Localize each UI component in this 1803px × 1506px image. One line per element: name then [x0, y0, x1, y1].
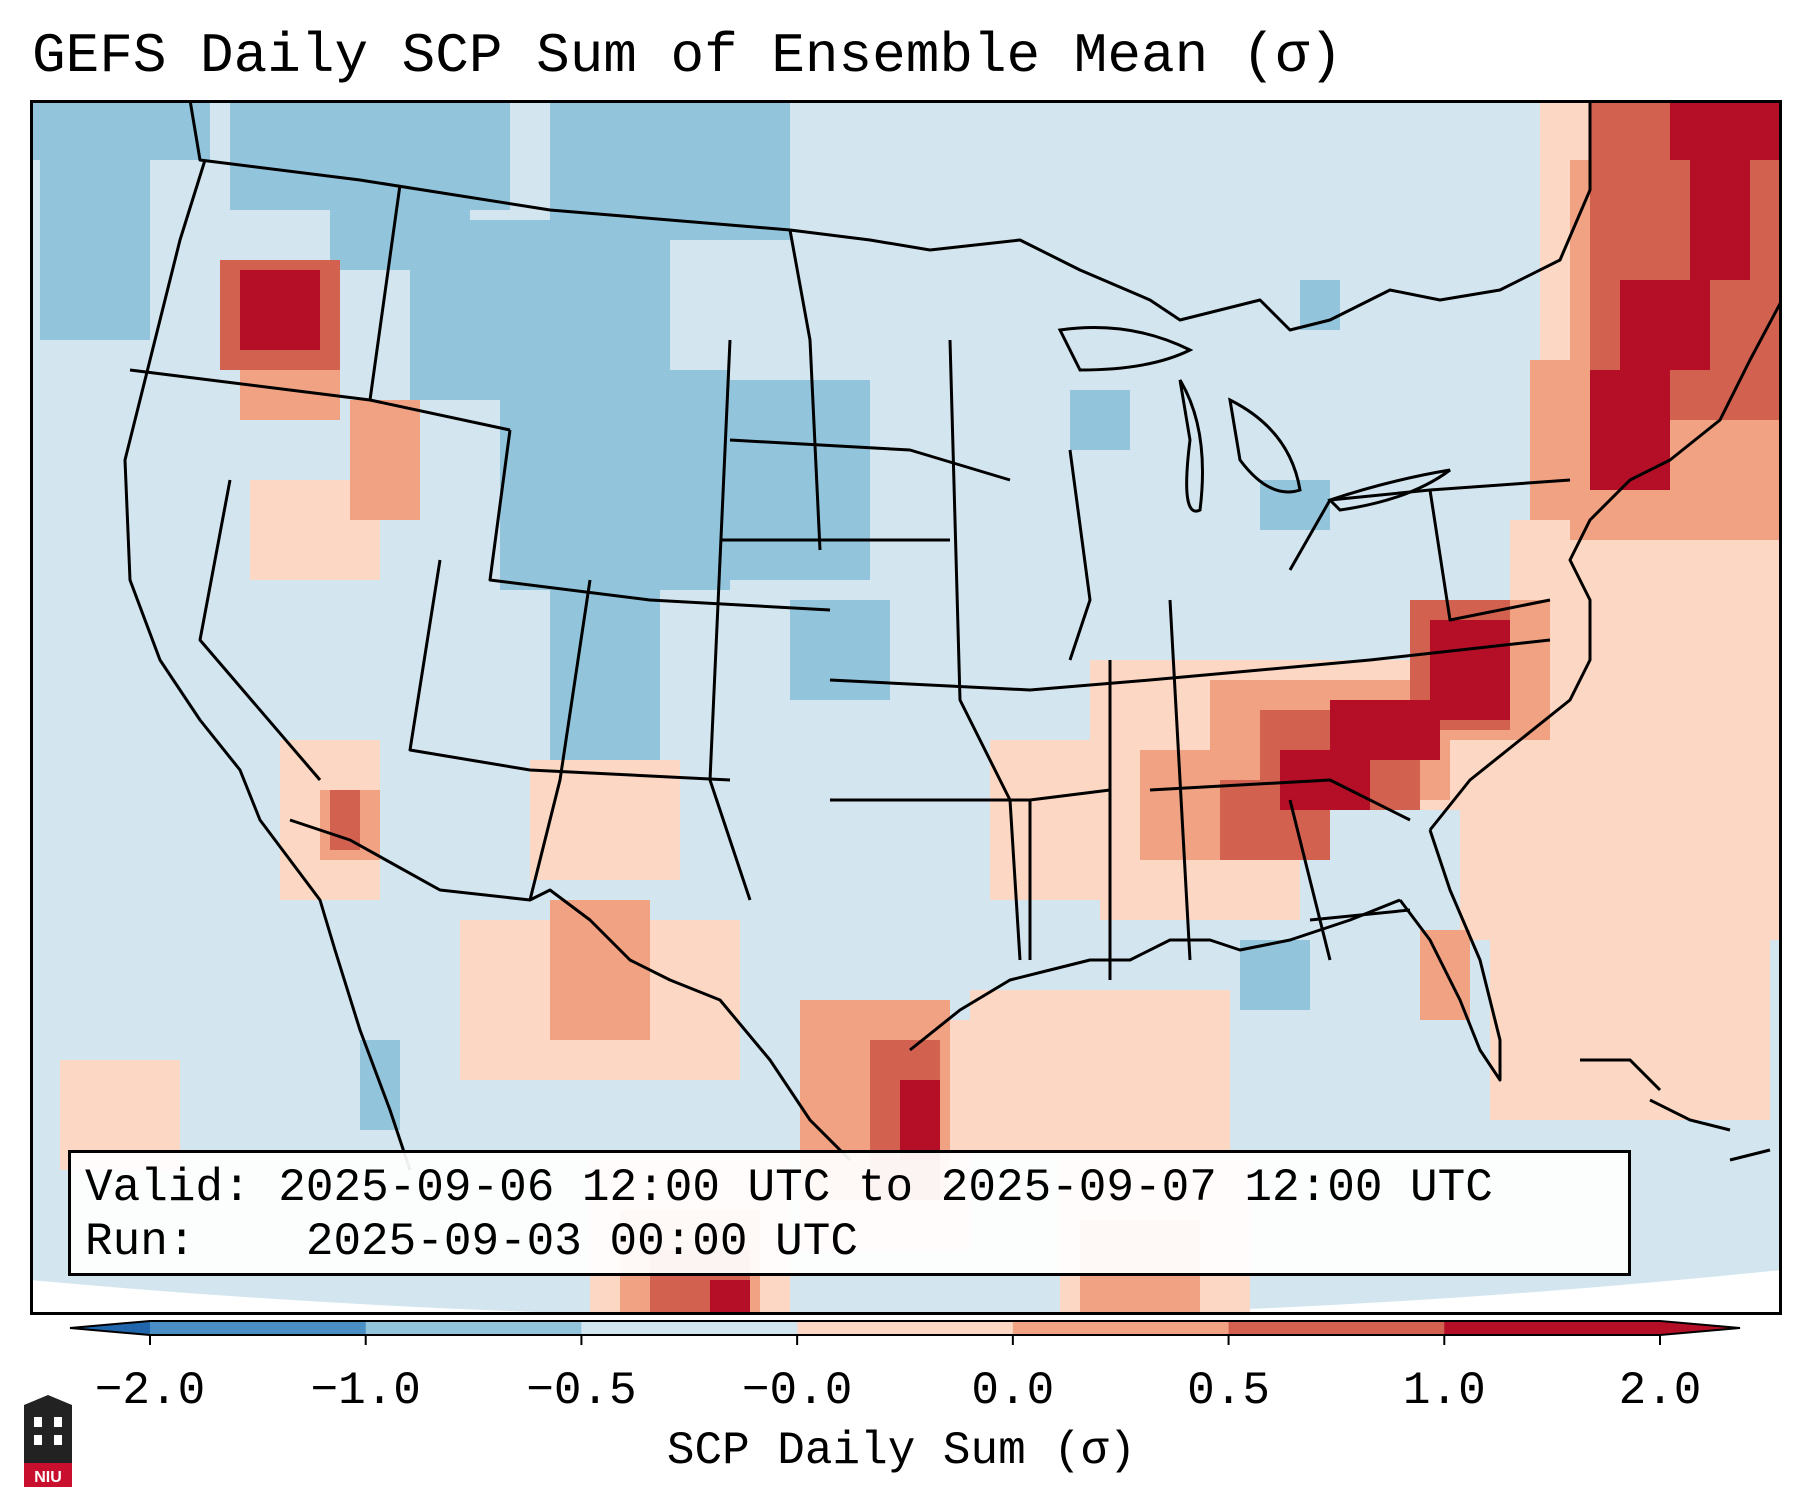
colorbar-tick-label: −1.0: [310, 1365, 421, 1417]
colorbar-segment: [1228, 1321, 1445, 1335]
logo-roof: [24, 1395, 72, 1405]
great-lakes: [1057, 326, 1451, 513]
logo-text: NIU: [34, 1469, 62, 1486]
projection-edge: [30, 1270, 1782, 1315]
colorbar-tick-label: 0.5: [1187, 1365, 1270, 1417]
valid-label: Valid:: [85, 1162, 251, 1214]
colorbar-label: SCP Daily Sum (σ): [666, 1425, 1137, 1477]
colorbar-segment: [150, 1321, 367, 1335]
colorbar-segment: [1444, 1321, 1661, 1335]
colorbar-segment: [797, 1321, 1014, 1335]
colorbar-tick-label: 1.0: [1402, 1365, 1486, 1417]
map-title: GEFS Daily SCP Sum of Ensemble Mean (σ): [32, 24, 1343, 88]
border-lines: [123, 100, 1782, 1171]
map-border: [30, 100, 1782, 1315]
niu-logo: NIU: [18, 1395, 78, 1490]
scp-map[interactable]: [30, 100, 1782, 1315]
run-label: Run:: [85, 1216, 196, 1268]
run-line: Run: 2025-09-03 00:00 UTC: [85, 1215, 1614, 1269]
valid-run-infobox: Valid: 2025-09-06 12:00 UTC to 2025-09-0…: [68, 1150, 1631, 1276]
colorbar-tick-label: 0.0: [971, 1365, 1055, 1417]
colorbar: [60, 1315, 1750, 1475]
colorbar-extend-low: [70, 1321, 150, 1335]
valid-value: 2025-09-06 12:00 UTC to 2025-09-07 12:00…: [278, 1162, 1493, 1214]
valid-line: Valid: 2025-09-06 12:00 UTC to 2025-09-0…: [85, 1161, 1614, 1215]
colorbar-tick-label: −2.0: [94, 1365, 206, 1417]
negative-anomaly-patches: [30, 100, 1340, 1130]
colorbar-extend-high: [1660, 1321, 1740, 1335]
map-panel[interactable]: [30, 100, 1782, 1315]
logo-banner: [24, 1463, 72, 1487]
colorbar-tick-label: 2.0: [1618, 1365, 1702, 1417]
run-value: 2025-09-03 00:00 UTC: [305, 1216, 858, 1268]
colorbar-segment: [1012, 1321, 1230, 1335]
colorbar-tick-label: −0.0: [741, 1365, 853, 1417]
colorbar-tick-label: −0.5: [526, 1365, 637, 1417]
extreme-positive-patches: [240, 100, 1782, 1315]
logo-tower: [24, 1405, 72, 1463]
colorbar-svg: [69, 1320, 1741, 1345]
caribbean-islands: [1580, 1058, 1771, 1162]
colorbar-segment: [365, 1321, 582, 1335]
colorbar-segment: [581, 1321, 798, 1335]
